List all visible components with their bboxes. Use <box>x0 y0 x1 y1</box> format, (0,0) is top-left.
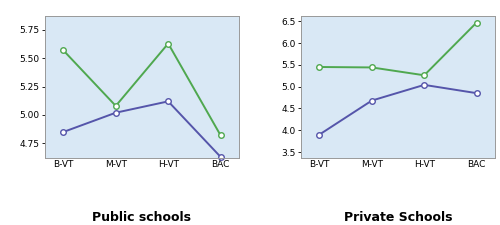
Text: Public schools: Public schools <box>92 211 192 224</box>
Text: Private Schools: Private Schools <box>344 211 453 224</box>
